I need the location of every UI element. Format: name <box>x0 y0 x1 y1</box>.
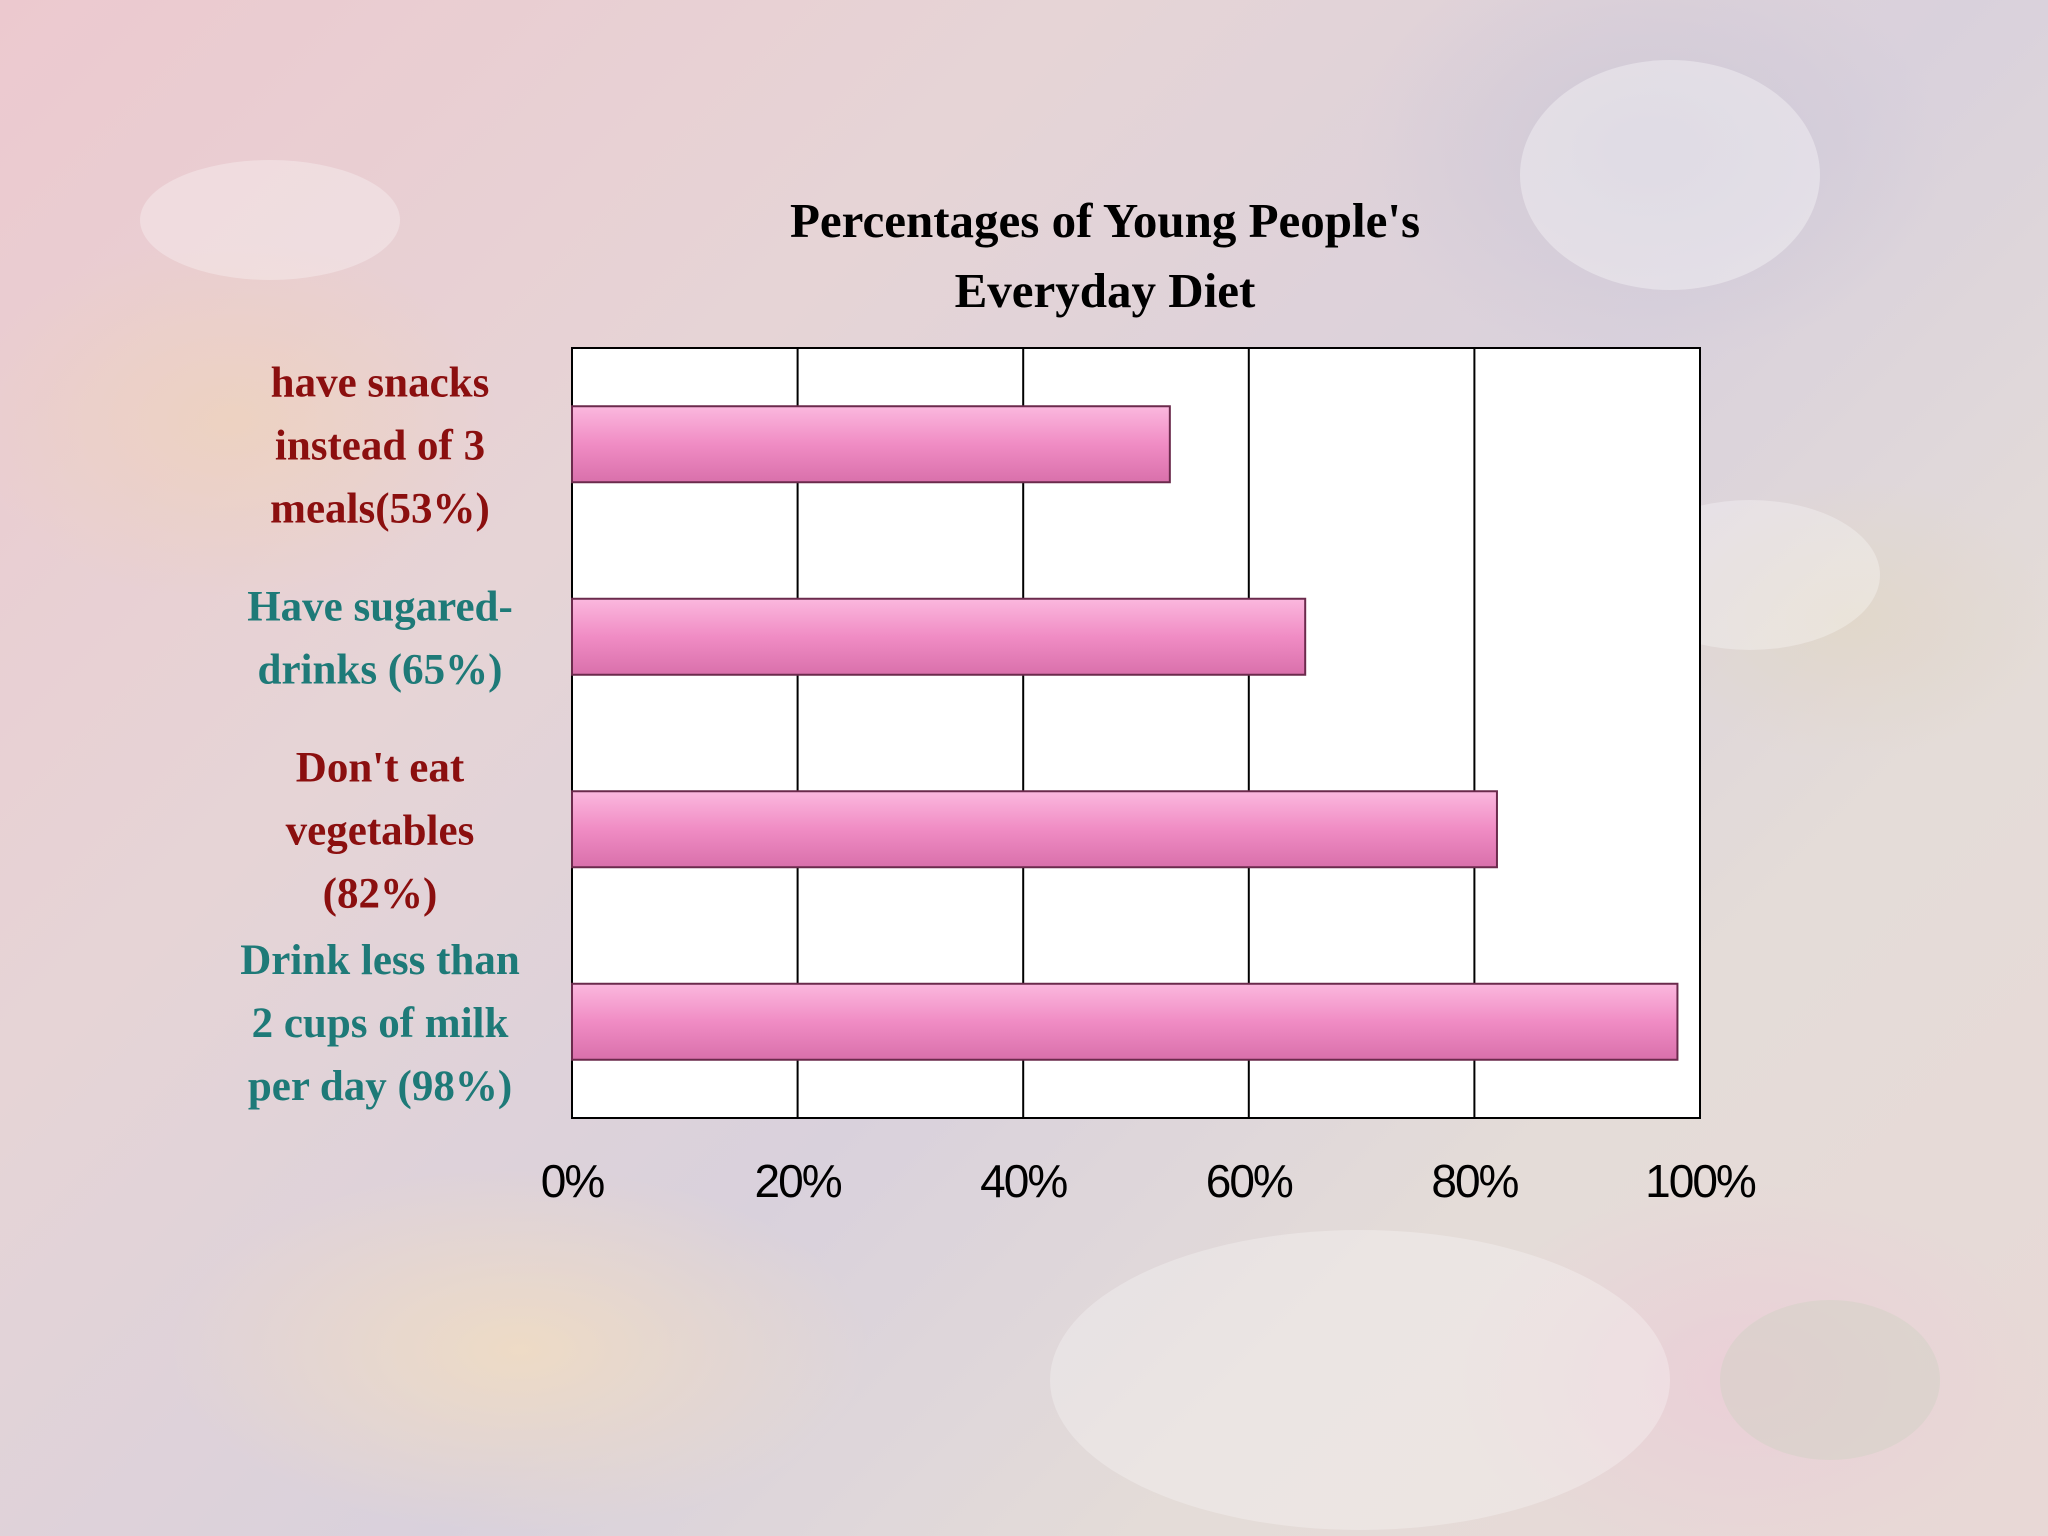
x-tick-label-100pct: 100% <box>1645 1155 1756 1207</box>
x-tick-label-60pct: 60% <box>1206 1155 1293 1207</box>
category-label-1-line-2: instead of 3 <box>275 422 485 469</box>
category-label-3-line-3: (82%) <box>323 870 438 917</box>
category-labels: have snacks instead of 3 meals(53%) Have su… <box>240 359 520 1110</box>
x-tick-label-20pct: 20% <box>755 1155 842 1207</box>
chart-title-line-1: Percentages of Young People's <box>790 193 1420 248</box>
category-label-1: have snacks instead of 3 meals(53%) <box>270 359 490 532</box>
category-label-4-line-1: Drink less than <box>240 937 520 984</box>
x-tick-label-40pct: 40% <box>980 1155 1067 1207</box>
category-label-2-line-2: drinks (65%) <box>258 646 503 693</box>
bar-1 <box>571 405 1171 484</box>
category-label-4: Drink less than 2 cups of milk per day (98… <box>240 937 520 1110</box>
category-label-1-line-3: meals(53%) <box>270 485 490 532</box>
bar-4 <box>571 982 1679 1061</box>
category-label-3-line-2: vegetables <box>286 807 475 854</box>
category-label-4-line-2: 2 cups of milk <box>252 1000 509 1047</box>
category-label-3-line-1: Don't eat <box>296 744 465 791</box>
x-tick-label-80pct: 80% <box>1431 1155 1518 1207</box>
category-label-2-line-1: Have sugared- <box>247 583 513 630</box>
x-tick-label-0pct: 0% <box>541 1155 605 1207</box>
bar-3 <box>571 790 1498 869</box>
bar-2 <box>571 597 1307 676</box>
category-label-4-line-3: per day (98%) <box>248 1063 512 1110</box>
category-label-3: Don't eat vegetables (82%) <box>286 744 475 917</box>
chart-title-line-2: Everyday Diet <box>955 263 1256 318</box>
category-label-2: Have sugared-drinks (65%) <box>247 583 513 693</box>
bars <box>571 405 1679 1061</box>
category-label-1-line-1: have snacks <box>271 359 490 406</box>
x-axis-tick-labels: 0% 20% 40% 60% 80% 100% <box>541 1155 1758 1207</box>
